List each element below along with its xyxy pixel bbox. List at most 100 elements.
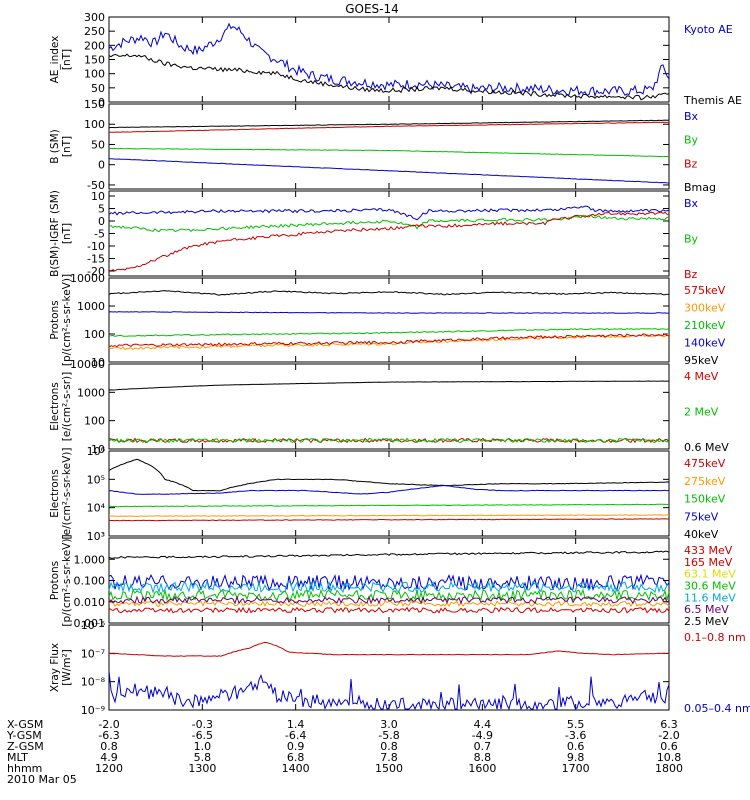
legend-entry: 300keV — [684, 302, 726, 315]
series-line-165-MeV — [108, 606, 670, 614]
series-line-Bmag — [108, 119, 670, 129]
legend-entry: 210keV — [684, 319, 726, 332]
legend-entry: 6.5 MeV — [684, 603, 729, 616]
panel-frame — [108, 16, 670, 103]
series-line-575keV — [108, 290, 670, 296]
time-axis-value: 6.3 — [660, 718, 678, 731]
y-tick-label: 10³ — [87, 530, 105, 543]
y-tick-label: 100 — [84, 415, 105, 428]
time-axis-value: 1.4 — [287, 718, 305, 731]
y-tick-label: 150 — [84, 54, 105, 67]
time-axis-value: 0.6 — [660, 740, 678, 753]
y-tick-label: 10⁻⁷ — [81, 647, 105, 660]
time-axis-value: 0.8 — [100, 740, 118, 753]
legend-entry: 275keV — [684, 475, 726, 488]
y-tick-label: 10000 — [70, 272, 105, 285]
y-axis-label: B(SM)-IGRF (SM) — [49, 190, 61, 277]
legend-entry: 63.1 MeV — [684, 568, 736, 581]
panel-2: -50 0 50 100 150 B (SM) [nT] Bx By Bz Bmag — [49, 98, 716, 194]
legend-entry: 2 MeV — [684, 406, 719, 419]
y-axis-label: Protons — [49, 561, 61, 600]
time-axis-value: 1.0 — [194, 740, 212, 753]
time-axis-row-label: Y-GSM — [6, 729, 42, 742]
time-axis-value: 6.8 — [287, 751, 305, 764]
time-axis-value: 1700 — [562, 762, 590, 775]
y-axis-label: [W/m²] — [61, 649, 73, 686]
y-tick-label: -20 — [87, 265, 105, 278]
legend-entry: Bmag — [684, 181, 716, 194]
y-tick-label: 10⁻⁸ — [81, 676, 106, 689]
series-line-Bz — [108, 121, 670, 133]
time-axis-value: 0.6 — [567, 740, 585, 753]
y-tick-label: 10⁻⁹ — [81, 704, 105, 717]
series-line-0-1-0-8-nm — [108, 641, 670, 657]
panel-6: 10³ 10⁴ 10⁵ 10⁶ Electrons [e/(cm²-s-sr-keV)] 4… — [49, 445, 726, 543]
panel-5: 10 100 1000 10000 Electrons [e/(cm²-s-sr)] 4 M… — [49, 358, 729, 456]
time-axis-value: -6.3 — [98, 729, 119, 742]
y-axis-label: [p/(cm²-s-sr-keV)] — [61, 274, 73, 366]
legend-entry: Kyoto AE — [684, 23, 733, 36]
time-axis-value: -3.6 — [565, 729, 586, 742]
y-axis-label: [p/(cm²-s-sr-keV)] — [61, 534, 73, 626]
series-line-11-6-MeV — [108, 579, 670, 594]
y-tick-label: 100 — [84, 328, 105, 341]
time-axis-value: 3.0 — [380, 718, 398, 731]
time-axis-value: 7.8 — [380, 751, 398, 764]
y-tick-label: 0.001 — [74, 617, 106, 630]
time-axis-value: 8.8 — [474, 751, 492, 764]
series-line-2-MeV — [108, 437, 670, 444]
time-axis-row-label: 2010 Mar 05 — [7, 773, 77, 786]
y-tick-label: 200 — [84, 39, 105, 52]
y-tick-label: 0.010 — [74, 596, 106, 609]
time-axis-row-label: MLT — [7, 751, 28, 764]
y-tick-label: 150 — [84, 98, 105, 111]
time-axis-value: -6.4 — [285, 729, 306, 742]
time-axis-value: 0.8 — [380, 740, 398, 753]
time-axis-value: 0.9 — [287, 740, 305, 753]
time-axis-value: 4.4 — [474, 718, 492, 731]
panel-frame — [108, 363, 670, 450]
time-axis-value: 1200 — [95, 762, 123, 775]
y-tick-label: 1000 — [77, 300, 105, 313]
y-axis-label: Protons — [49, 300, 61, 339]
legend-entry: 75keV — [684, 510, 719, 523]
panel-4: 10 100 1000 10000 Protons [p/(cm²-s-sr-keV)] 5… — [49, 272, 726, 369]
legend-entry: 0.05–0.4 nm — [684, 702, 750, 715]
series-line-40keV — [108, 458, 670, 492]
y-tick-label: 1.000 — [74, 553, 106, 566]
y-axis-label: [nT] — [61, 223, 73, 244]
series-line-0-6-MeV — [108, 380, 669, 391]
time-axis-value: 9.8 — [567, 751, 585, 764]
series-line-Kyoto-AE — [108, 22, 670, 98]
series-line-300keV — [108, 311, 670, 314]
legend-entry: 433 MeV — [684, 544, 733, 557]
panel-frame — [108, 190, 670, 277]
y-tick-label: -15 — [87, 253, 105, 266]
y-tick-label: 1000 — [77, 386, 105, 399]
time-axis-value: 5.5 — [567, 718, 585, 731]
series-line-Bz — [108, 211, 670, 272]
series-line-By — [108, 214, 670, 233]
series-line-433-MeV — [108, 595, 670, 605]
series-line-150keV — [108, 503, 670, 508]
y-tick-label: 50 — [91, 138, 105, 151]
y-tick-label: 50 — [91, 82, 105, 95]
legend-entry: Themis AE — [683, 94, 742, 107]
panel-7: 0.001 0.010 0.100 1.000 Protons [p/(cm²-s-sr-… — [49, 534, 736, 630]
y-tick-label: 100 — [84, 118, 105, 131]
y-tick-label: 10 — [91, 356, 105, 369]
y-axis-label: B (SM) — [49, 129, 61, 163]
series-line-30-6-MeV — [108, 588, 670, 602]
time-axis-value: -0.3 — [192, 718, 213, 731]
y-tick-label: 0 — [98, 159, 105, 172]
panel-frame — [108, 103, 670, 190]
time-axis-value: 5.8 — [194, 751, 212, 764]
legend-entry: 140keV — [684, 337, 726, 350]
time-axis-value: 0.7 — [474, 740, 492, 753]
legend-entry: 40keV — [684, 528, 719, 541]
legend-entry: Bx — [684, 110, 699, 123]
panel-frame — [108, 624, 670, 711]
